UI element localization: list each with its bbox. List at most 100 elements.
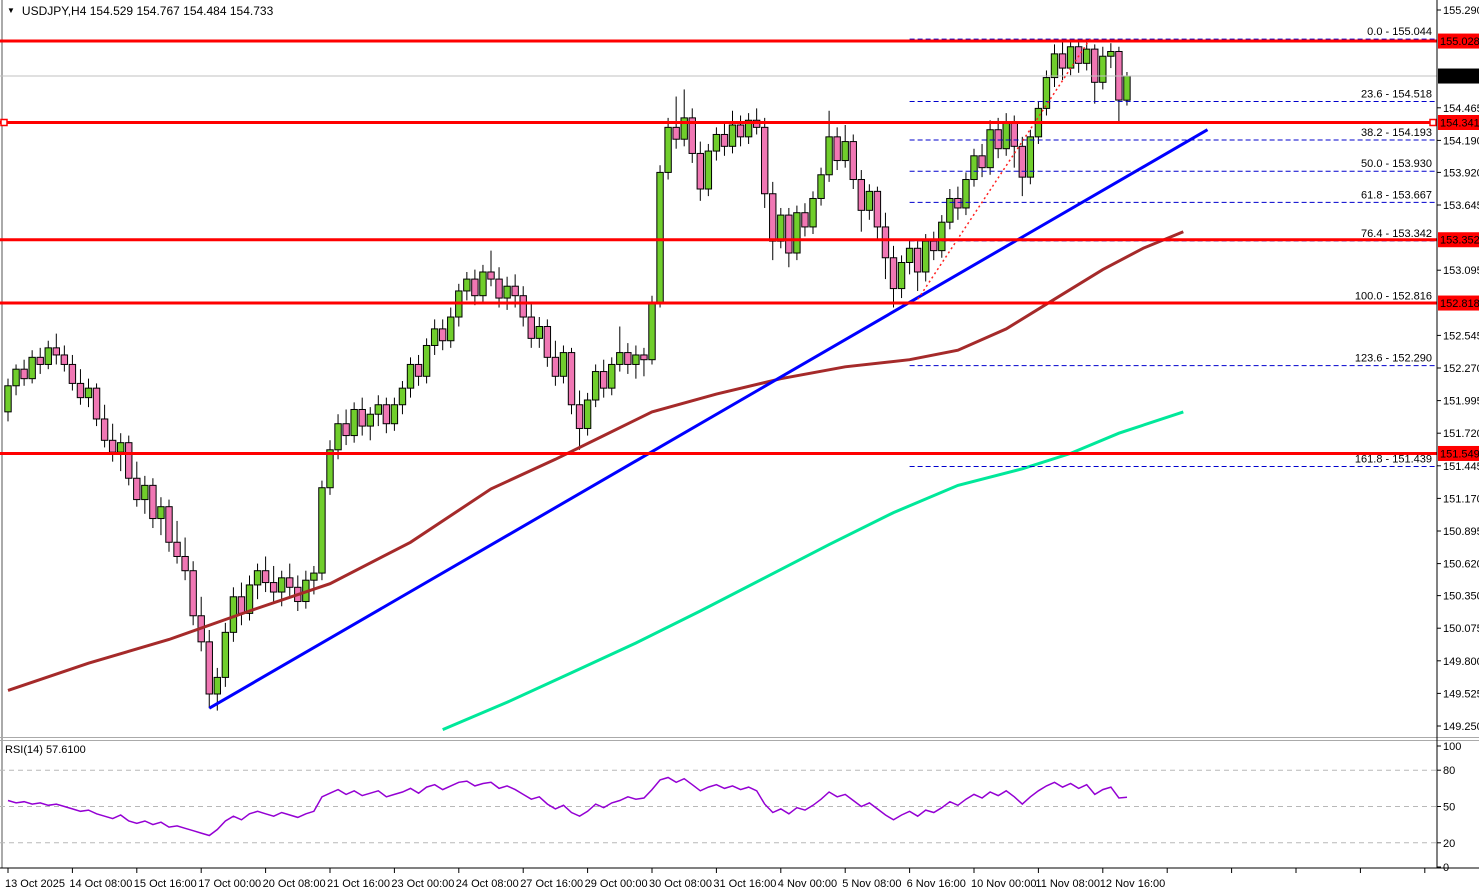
- candle-bear: [92, 387, 101, 420]
- date-tick-label: 29 Oct 00:00: [585, 878, 648, 890]
- candle-bull: [1050, 53, 1059, 79]
- candle-bear: [487, 271, 495, 280]
- price-tick-label: 149.525: [1443, 688, 1479, 700]
- candle-bull: [648, 302, 656, 361]
- fib-level-label: 50.0 - 153.930: [1361, 158, 1432, 170]
- candle-bull: [117, 442, 125, 453]
- candle-bull: [712, 133, 721, 152]
- ma-slow-line: [7, 230, 1184, 692]
- fib-level-label: 123.6 - 152.290: [1355, 353, 1432, 365]
- fib-level-label: 100.0 - 152.816: [1355, 290, 1432, 302]
- candle-bull: [728, 124, 737, 147]
- candle-bull: [310, 572, 318, 581]
- fib-level-label: 23.6 - 154.518: [1361, 89, 1432, 101]
- candle-bear: [833, 136, 841, 162]
- candle-bull: [962, 179, 970, 209]
- price-tag-red-text: 154.341: [1440, 117, 1479, 129]
- candle-bull: [4, 385, 12, 413]
- date-tick-label: 23 Oct 00:00: [391, 878, 454, 890]
- candle-bear: [149, 484, 157, 520]
- fib-level-label: 38.2 - 154.193: [1361, 127, 1432, 139]
- candle-bear: [60, 354, 69, 365]
- candle-bear: [857, 179, 865, 211]
- candle-bear: [286, 577, 294, 588]
- candle-bull: [463, 278, 471, 292]
- candle-bull: [817, 174, 825, 199]
- price-tick-label: 151.445: [1443, 461, 1479, 473]
- candle-bull: [350, 408, 358, 437]
- candle-bear: [342, 423, 350, 437]
- candle-bull: [406, 363, 415, 389]
- candle-bull: [157, 506, 165, 520]
- candle-bull: [704, 150, 713, 190]
- candle-bear: [269, 582, 278, 593]
- candle-bull: [591, 371, 600, 401]
- candle-bull: [84, 387, 93, 399]
- price-tag-current: [1438, 68, 1479, 84]
- candle-bear: [76, 382, 85, 399]
- candle-bull: [986, 129, 994, 169]
- candle-bull: [1002, 122, 1010, 150]
- price-tick-label: 150.895: [1443, 526, 1479, 538]
- price-tag-red: [1438, 445, 1479, 461]
- candle-bull: [366, 413, 374, 427]
- rsi-tick-label: 80: [1443, 765, 1455, 777]
- candle-bear: [189, 570, 197, 617]
- candle-bull: [245, 584, 254, 614]
- candle-bull: [922, 240, 930, 273]
- date-tick-label: 30 Oct 08:00: [649, 878, 712, 890]
- date-tick-label: 14 Oct 08:00: [69, 878, 132, 890]
- candle-bear: [68, 363, 77, 384]
- candle-bull: [503, 285, 511, 299]
- candle-bull: [447, 316, 455, 342]
- candle-bear: [511, 285, 519, 297]
- price-tag-red: [1438, 295, 1479, 311]
- candle-bear: [881, 226, 890, 259]
- candle-bull: [44, 347, 52, 365]
- price-tick-label: 150.075: [1443, 623, 1479, 635]
- candle-bear: [873, 190, 882, 228]
- candle-bull: [1026, 136, 1035, 178]
- candle-bear: [125, 442, 133, 479]
- candle-bull: [430, 328, 439, 346]
- candle-bear: [173, 541, 181, 557]
- price-tick-label: 153.920: [1443, 167, 1479, 179]
- candle-bull: [253, 570, 262, 586]
- candle-bear: [696, 152, 704, 190]
- candle-bear: [237, 596, 246, 614]
- date-tick-label: 11 Nov 08:00: [1035, 878, 1100, 890]
- candle-bear: [720, 133, 729, 147]
- date-tick-label: 21 Oct 16:00: [327, 878, 390, 890]
- candle-bear: [382, 404, 391, 425]
- candle-bull: [897, 261, 906, 290]
- candle-bear: [20, 368, 28, 380]
- candle-bear: [640, 354, 648, 361]
- candle-bull: [632, 354, 640, 365]
- price-tick-label: 151.995: [1443, 396, 1479, 408]
- rsi-tick-label: 0: [1443, 862, 1449, 874]
- candle-bear: [519, 295, 527, 318]
- fib-level-label: 61.8 - 153.667: [1361, 189, 1432, 201]
- rsi-tick-label: 50: [1443, 802, 1455, 814]
- candle-bull: [28, 356, 36, 380]
- symbol-dropdown-icon[interactable]: ▼: [7, 6, 15, 15]
- candle-bear: [1058, 53, 1067, 69]
- candle-bear: [575, 404, 584, 429]
- candle-bear: [543, 326, 552, 358]
- price-tag-red-text: 155.028: [1440, 36, 1479, 48]
- candle-bear: [761, 126, 769, 195]
- fib-level-label: 0.0 - 155.044: [1367, 26, 1432, 38]
- candle-bear: [471, 278, 479, 297]
- candle-bear: [1010, 122, 1018, 147]
- candle-bear: [801, 212, 809, 228]
- candle-bear: [205, 641, 213, 695]
- candle-bear: [849, 141, 857, 181]
- date-tick-label: 4 Nov 00:00: [778, 878, 837, 890]
- date-tick-label: 27 Oct 16:00: [520, 878, 583, 890]
- candle-bull: [841, 141, 849, 162]
- candle-bear: [181, 555, 189, 572]
- date-tick-label: 6 Nov 16:00: [907, 878, 966, 890]
- candle-bull: [1042, 77, 1051, 109]
- price-tag-red: [1438, 33, 1479, 49]
- price-tag-red-text: 152.818: [1440, 298, 1479, 310]
